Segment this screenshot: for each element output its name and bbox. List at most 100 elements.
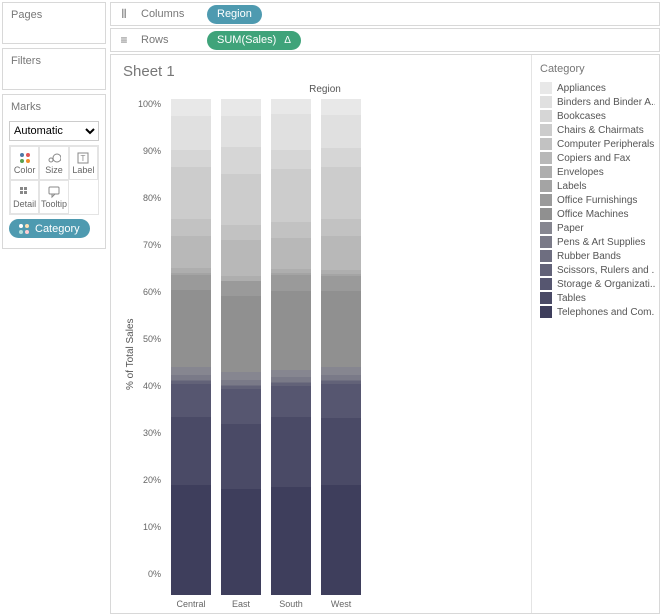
legend-item[interactable]: Telephones and Com.. (536, 305, 655, 319)
segment[interactable] (171, 275, 211, 291)
segment[interactable] (171, 99, 211, 116)
legend-item[interactable]: Chairs & Chairmats (536, 123, 655, 137)
segment[interactable] (221, 240, 261, 276)
legend-swatch (540, 166, 552, 178)
marks-detail-button[interactable]: Detail (10, 180, 39, 214)
segment[interactable] (321, 485, 361, 595)
segment[interactable] (171, 290, 211, 367)
segment[interactable] (171, 150, 211, 167)
segment[interactable] (321, 99, 361, 115)
segment[interactable] (171, 219, 211, 236)
xtick: East (221, 599, 261, 609)
marks-color-button[interactable]: Color (10, 146, 39, 180)
segment[interactable] (271, 114, 311, 149)
columns-region-pill[interactable]: Region (207, 5, 262, 24)
bar-central[interactable] (171, 99, 211, 595)
legend-item[interactable]: Bookcases (536, 109, 655, 123)
segment[interactable] (271, 169, 311, 222)
rows-shelf[interactable]: ≡ Rows SUM(Sales) Δ (110, 28, 660, 52)
legend-item[interactable]: Tables (536, 291, 655, 305)
marks-label-button[interactable]: T Label (69, 146, 98, 180)
segment[interactable] (171, 384, 211, 417)
rows-sales-pill[interactable]: SUM(Sales) Δ (207, 31, 301, 50)
xtick: West (321, 599, 361, 609)
sheet-title[interactable]: Sheet 1 (123, 63, 527, 80)
segment[interactable] (221, 489, 261, 595)
marks-category-pill[interactable]: Category (9, 219, 90, 238)
segment[interactable] (171, 116, 211, 150)
segment[interactable] (221, 372, 261, 380)
marks-tooltip-button[interactable]: Tooltip (39, 180, 68, 214)
ytick: 90% (143, 146, 161, 156)
legend-item[interactable]: Paper (536, 221, 655, 235)
legend-panel: Category AppliancesBinders and Binder A.… (531, 55, 659, 613)
color-icon (20, 151, 30, 165)
filters-panel: Filters (2, 48, 106, 90)
legend-item[interactable]: Appliances (536, 81, 655, 95)
segment[interactable] (271, 275, 311, 292)
legend-label: Appliances (557, 83, 606, 94)
segment[interactable] (321, 367, 361, 375)
segment[interactable] (271, 417, 311, 487)
ytick: 0% (148, 569, 161, 579)
segment[interactable] (321, 291, 361, 367)
segment[interactable] (221, 99, 261, 116)
delta-icon: Δ (284, 35, 291, 46)
segment[interactable] (271, 99, 311, 114)
pages-title: Pages (3, 3, 105, 27)
segment[interactable] (221, 296, 261, 371)
legend-item[interactable]: Office Machines (536, 207, 655, 221)
segment[interactable] (171, 485, 211, 595)
ytick: 40% (143, 381, 161, 391)
filters-title: Filters (3, 49, 105, 73)
legend-item[interactable]: Copiers and Fax (536, 151, 655, 165)
segment[interactable] (221, 147, 261, 174)
segment[interactable] (321, 115, 361, 148)
segment[interactable] (221, 225, 261, 240)
segment[interactable] (321, 219, 361, 236)
xaxis-labels: CentralEastSouthWest (165, 595, 527, 609)
segment[interactable] (321, 167, 361, 219)
segment[interactable] (271, 238, 311, 268)
legend-item[interactable]: Scissors, Rulers and .. (536, 263, 655, 277)
segment[interactable] (271, 386, 311, 418)
bar-west[interactable] (321, 99, 361, 595)
segment[interactable] (321, 418, 361, 485)
segment[interactable] (171, 167, 211, 219)
legend-item[interactable]: Office Furnishings (536, 193, 655, 207)
legend-item[interactable]: Rubber Bands (536, 249, 655, 263)
legend-label: Office Machines (557, 209, 629, 220)
segment[interactable] (271, 370, 311, 377)
segment[interactable] (271, 150, 311, 170)
segment[interactable] (271, 222, 311, 238)
segment[interactable] (321, 148, 361, 167)
columns-shelf[interactable]: ⦀ Columns Region (110, 2, 660, 26)
marks-type-select[interactable]: Automatic (9, 121, 99, 141)
chart-bars[interactable] (165, 99, 527, 595)
legend-item[interactable]: Envelopes (536, 165, 655, 179)
segment[interactable] (221, 424, 261, 489)
legend-item[interactable]: Storage & Organizati.. (536, 277, 655, 291)
legend-item[interactable]: Pens & Art Supplies (536, 235, 655, 249)
segment[interactable] (221, 389, 261, 424)
marks-size-button[interactable]: Size (39, 146, 68, 180)
color-icon (19, 224, 29, 234)
bar-east[interactable] (221, 99, 261, 595)
segment[interactable] (221, 174, 261, 225)
legend-item[interactable]: Labels (536, 179, 655, 193)
legend-item[interactable]: Binders and Binder A.. (536, 95, 655, 109)
segment[interactable] (271, 291, 311, 369)
segment[interactable] (321, 276, 361, 291)
legend-item[interactable]: Computer Peripherals (536, 137, 655, 151)
segment[interactable] (221, 281, 261, 296)
segment[interactable] (321, 236, 361, 270)
segment[interactable] (221, 116, 261, 147)
segment[interactable] (171, 236, 211, 268)
segment[interactable] (321, 384, 361, 418)
segment[interactable] (171, 367, 211, 375)
segment[interactable] (271, 487, 311, 595)
segment[interactable] (171, 417, 211, 485)
ytick: 20% (143, 475, 161, 485)
legend-swatch (540, 124, 552, 136)
bar-south[interactable] (271, 99, 311, 595)
